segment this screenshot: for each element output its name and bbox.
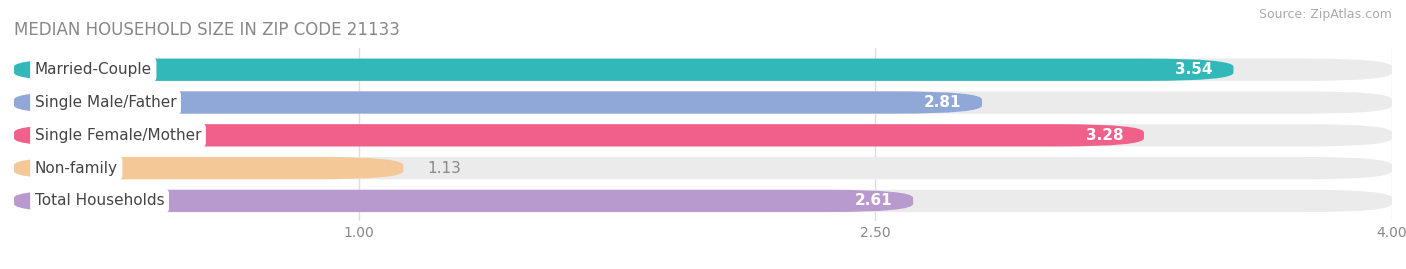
Text: 2.61: 2.61 bbox=[855, 193, 893, 208]
Text: 3.54: 3.54 bbox=[1175, 62, 1213, 77]
FancyBboxPatch shape bbox=[14, 59, 1392, 81]
FancyBboxPatch shape bbox=[14, 91, 1392, 114]
FancyBboxPatch shape bbox=[14, 190, 912, 212]
FancyBboxPatch shape bbox=[14, 91, 981, 114]
Text: Non-family: Non-family bbox=[35, 161, 118, 176]
FancyBboxPatch shape bbox=[14, 124, 1144, 146]
Text: Source: ZipAtlas.com: Source: ZipAtlas.com bbox=[1258, 8, 1392, 21]
Text: MEDIAN HOUSEHOLD SIZE IN ZIP CODE 21133: MEDIAN HOUSEHOLD SIZE IN ZIP CODE 21133 bbox=[14, 20, 399, 38]
FancyBboxPatch shape bbox=[14, 157, 404, 179]
Text: 3.28: 3.28 bbox=[1085, 128, 1123, 143]
Text: 1.13: 1.13 bbox=[427, 161, 461, 176]
FancyBboxPatch shape bbox=[14, 157, 1392, 179]
Text: 2.81: 2.81 bbox=[924, 95, 962, 110]
FancyBboxPatch shape bbox=[14, 124, 1392, 146]
FancyBboxPatch shape bbox=[14, 190, 1392, 212]
Text: Married-Couple: Married-Couple bbox=[35, 62, 152, 77]
Text: Single Female/Mother: Single Female/Mother bbox=[35, 128, 201, 143]
FancyBboxPatch shape bbox=[14, 59, 1233, 81]
Text: Total Households: Total Households bbox=[35, 193, 165, 208]
Text: Single Male/Father: Single Male/Father bbox=[35, 95, 176, 110]
